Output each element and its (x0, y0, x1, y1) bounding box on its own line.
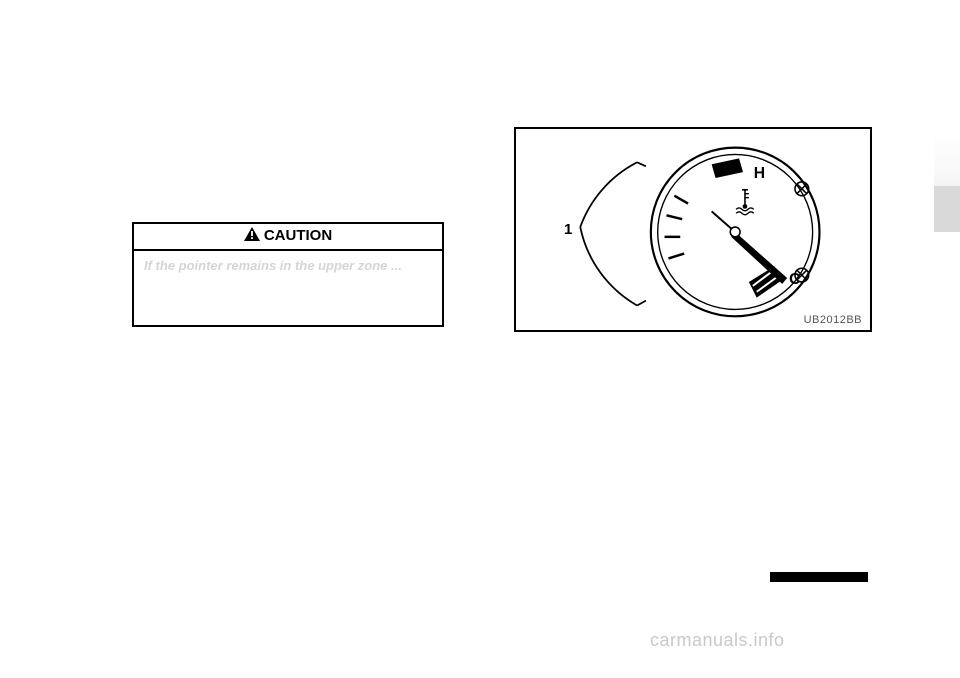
coolant-temp-icon (736, 190, 754, 215)
gauge-needle (712, 211, 787, 284)
page-root: CAUTION If the pointer remains in the up… (0, 0, 960, 678)
cold-label: C (789, 271, 800, 288)
caution-body-text: If the pointer remains in the upper zone… (134, 251, 442, 325)
side-tab-fade (934, 130, 960, 186)
callout-arc (580, 162, 646, 305)
side-tab (934, 186, 960, 232)
gauge-dial: H C (651, 148, 820, 317)
temperature-gauge-figure: H C (514, 127, 872, 332)
watermark-text: carmanuals.info (650, 630, 785, 651)
caution-header: CAUTION (134, 224, 442, 251)
hot-marker: H (712, 158, 765, 182)
gauge-ticks (665, 196, 689, 259)
caution-box: CAUTION If the pointer remains in the up… (132, 222, 444, 327)
warning-triangle-icon (244, 227, 260, 245)
figure-code-label: UB2012BB (804, 314, 862, 326)
callout-number-1: 1 (564, 221, 572, 238)
hot-label: H (754, 165, 765, 182)
caution-header-label: CAUTION (264, 227, 332, 244)
continuation-bar (770, 572, 868, 582)
